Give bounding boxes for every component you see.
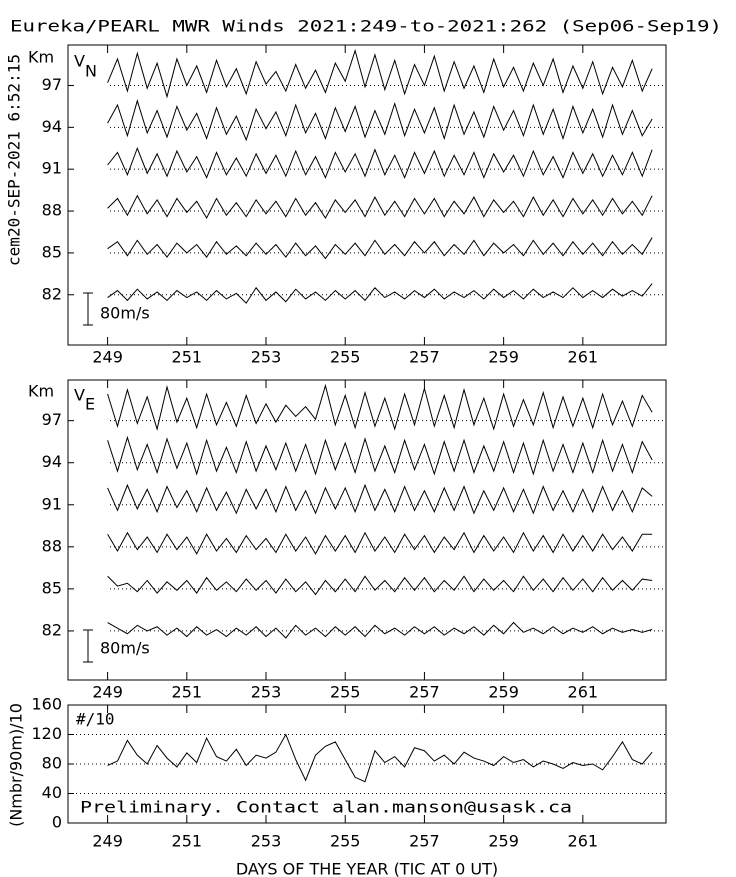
x-tick-label: 251 [172, 683, 203, 702]
plot-frame [67, 44, 667, 346]
y-tick-label: 85 [42, 242, 62, 261]
data-line [107, 575, 653, 596]
x-tick-label: 255 [330, 832, 361, 851]
chart-title: Eureka/PEARL MWR Winds 2021:249-to-2021:… [10, 17, 722, 36]
unit-label: Km [28, 382, 54, 401]
y-tick-label: 94 [42, 452, 62, 471]
plot-frame [67, 379, 667, 681]
data-line [107, 99, 653, 142]
x-tick-label: 261 [568, 348, 599, 367]
run-stamp: cem20-SEP-2021 6:52:15 [5, 54, 24, 266]
data-line [107, 733, 653, 783]
data-line [107, 237, 653, 260]
y-tick-label: 82 [42, 620, 62, 639]
y-tick-label: 88 [42, 536, 62, 555]
x-tick-label: 257 [409, 348, 440, 367]
y-tick-label: 91 [42, 159, 62, 178]
data-line [107, 483, 653, 515]
x-tick-label: 259 [488, 683, 519, 702]
panel-label-sub: E [85, 395, 95, 414]
x-tick-label: 259 [488, 348, 519, 367]
x-tick-label: 259 [488, 832, 519, 851]
data-line [107, 194, 653, 220]
data-line [107, 48, 653, 99]
x-axis-label: DAYS OF THE YEAR (TIC AT 0 UT) [236, 860, 498, 877]
y-tick-label: 160 [31, 695, 62, 714]
x-tick-label: 261 [568, 683, 599, 702]
y-tick-label: 40 [42, 783, 62, 802]
y-tick-label: 80 [42, 754, 62, 773]
y-tick-label: 85 [42, 578, 62, 597]
x-tick-label: 249 [92, 348, 123, 367]
x-tick-label: 251 [172, 832, 203, 851]
y-tick-label: 88 [42, 201, 62, 220]
note: Preliminary. Contact alan.manson@usask.c… [80, 798, 572, 817]
y-tick-label: 97 [42, 75, 62, 94]
data-line [107, 531, 653, 555]
x-tick-label: 251 [172, 348, 203, 367]
unit-label: Km [28, 48, 54, 67]
scale-label: 80m/s [100, 304, 150, 323]
y-tick-label: 91 [42, 494, 62, 513]
y-axis-label: (Nmbr/90m)/10 [7, 703, 26, 827]
data-line [107, 146, 653, 179]
y-tick-label: 0 [52, 813, 62, 832]
data-line [107, 621, 653, 639]
y-tick-label: 120 [31, 724, 62, 743]
x-tick-label: 249 [92, 832, 123, 851]
y-tick-label: 97 [42, 410, 62, 429]
panel-label: V [74, 52, 85, 71]
x-tick-label: 257 [409, 683, 440, 702]
x-tick-label: 257 [409, 832, 440, 851]
x-tick-label: 255 [330, 683, 361, 702]
x-tick-label: 255 [330, 348, 361, 367]
x-tick-label: 253 [251, 348, 282, 367]
scale-bar [83, 292, 93, 663]
data-line [107, 435, 653, 476]
x-tick-label: 253 [251, 683, 282, 702]
x-tick-label: 249 [92, 683, 123, 702]
data-line [107, 283, 653, 304]
panel-label: #/10 [76, 710, 115, 729]
scale-label: 80m/s [100, 639, 150, 658]
data-line [107, 383, 653, 431]
panel-label-sub: N [85, 62, 97, 81]
y-tick-label: 82 [42, 284, 62, 303]
panel-label: V [74, 386, 85, 405]
x-tick-label: 253 [251, 832, 282, 851]
x-tick-label: 261 [568, 832, 599, 851]
y-tick-label: 94 [42, 117, 62, 136]
